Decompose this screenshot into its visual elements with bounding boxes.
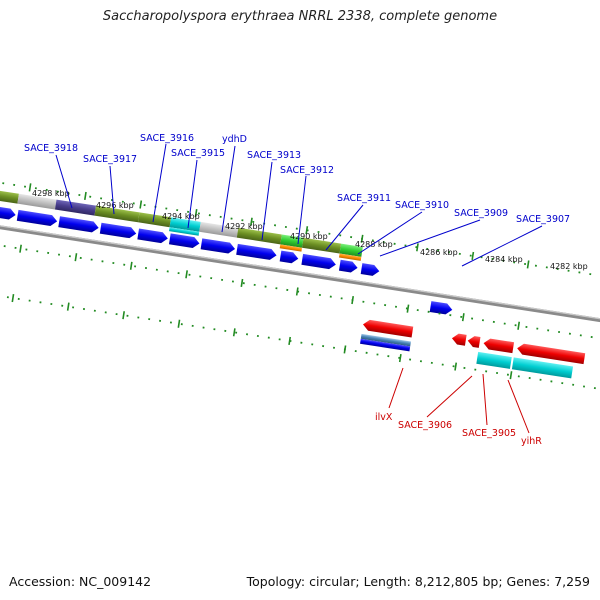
feature-cyan xyxy=(169,217,201,232)
reverse-feature-track xyxy=(360,333,574,379)
forward-gene-labels: SACE_3918 SACE_3917 SACE_3916 SACE_3915 … xyxy=(24,133,570,225)
genome-title: Saccharopolyspora erythraea NRRL 2338, c… xyxy=(102,9,498,24)
kbp-scale-labels: 4298 kbp 4296 kbp 4294 kbp 4292 kbp 4290… xyxy=(32,189,588,271)
kbp-label: 4284 kbp xyxy=(485,255,523,264)
forward-gene xyxy=(360,263,380,276)
forward-gene xyxy=(58,216,99,233)
forward-gene xyxy=(279,250,299,264)
reverse-gene xyxy=(451,333,467,346)
gene-label[interactable]: SACE_3917 xyxy=(83,154,137,165)
feature-olive xyxy=(94,205,140,223)
gene-label[interactable]: ilvX xyxy=(375,412,393,423)
scale-ticks xyxy=(0,168,600,404)
feature-olive xyxy=(302,237,342,254)
gene-label[interactable]: SACE_3918 xyxy=(24,143,78,154)
gene-label[interactable]: SACE_3909 xyxy=(454,208,508,219)
reverse-gene xyxy=(363,319,414,338)
forward-gene xyxy=(137,228,168,244)
reverse-gene-track xyxy=(363,319,586,365)
forward-gene xyxy=(16,209,58,226)
reverse-gene-labels: ilvX SACE_3906 SACE_3905 yihR xyxy=(375,412,542,447)
kbp-label: 4282 kbp xyxy=(550,262,588,271)
feature-orange xyxy=(338,253,362,261)
forward-gene xyxy=(338,259,358,273)
reverse-gene xyxy=(467,336,481,348)
forward-gene xyxy=(168,233,200,248)
kbp-label: 4298 kbp xyxy=(32,189,70,198)
kbp-label: 4290 kbp xyxy=(290,232,328,241)
forward-gene xyxy=(236,243,277,260)
feature-olive xyxy=(236,227,282,245)
gene-label[interactable]: SACE_3906 xyxy=(398,420,452,431)
kbp-label: 4292 kbp xyxy=(225,222,263,231)
forward-gene-track xyxy=(0,199,453,315)
feature-slate xyxy=(54,199,97,216)
feature-green xyxy=(280,234,304,248)
gene-label[interactable]: yihR xyxy=(521,436,542,447)
forward-label-leaders xyxy=(55,143,543,267)
reverse-gene xyxy=(483,338,515,354)
feature-green xyxy=(339,243,363,257)
gene-label[interactable]: SACE_3910 xyxy=(395,200,449,211)
feature-blue xyxy=(360,338,411,352)
gene-label[interactable]: ydhD xyxy=(222,134,247,145)
kbp-label: 4294 kbp xyxy=(162,212,200,221)
gene-label[interactable]: SACE_3913 xyxy=(247,150,301,161)
forward-gene xyxy=(200,238,236,254)
feature-olive xyxy=(137,212,172,228)
feature-cyan xyxy=(476,351,512,369)
gene-label[interactable]: SACE_3905 xyxy=(462,428,516,439)
kbp-label: 4296 kbp xyxy=(96,201,134,210)
reverse-gene xyxy=(517,343,586,365)
genome-summary-text: Topology: circular; Length: 8,212,805 bp… xyxy=(246,574,590,589)
accession-text: Accession: NC_009142 xyxy=(9,574,152,589)
feature-grey xyxy=(17,193,57,210)
gene-label[interactable]: SACE_3912 xyxy=(280,165,334,176)
forward-gene xyxy=(301,253,336,270)
kbp-label: 4288 kbp xyxy=(355,240,393,249)
feature-orange xyxy=(279,244,303,252)
feature-cyan xyxy=(511,357,574,379)
feature-grey xyxy=(199,221,239,238)
genome-backbone xyxy=(0,211,600,338)
forward-gene xyxy=(429,301,453,315)
gene-label[interactable]: SACE_3911 xyxy=(337,193,391,204)
kbp-label: 4286 kbp xyxy=(420,248,458,257)
gene-label[interactable]: SACE_3907 xyxy=(516,214,570,225)
feature-steel xyxy=(360,333,411,347)
reverse-label-leaders xyxy=(388,367,530,434)
forward-feature-track xyxy=(0,180,363,261)
gene-label[interactable]: SACE_3916 xyxy=(140,133,194,144)
forward-gene xyxy=(99,222,137,239)
feature-cyan xyxy=(168,227,200,236)
gene-label[interactable]: SACE_3915 xyxy=(171,148,225,159)
